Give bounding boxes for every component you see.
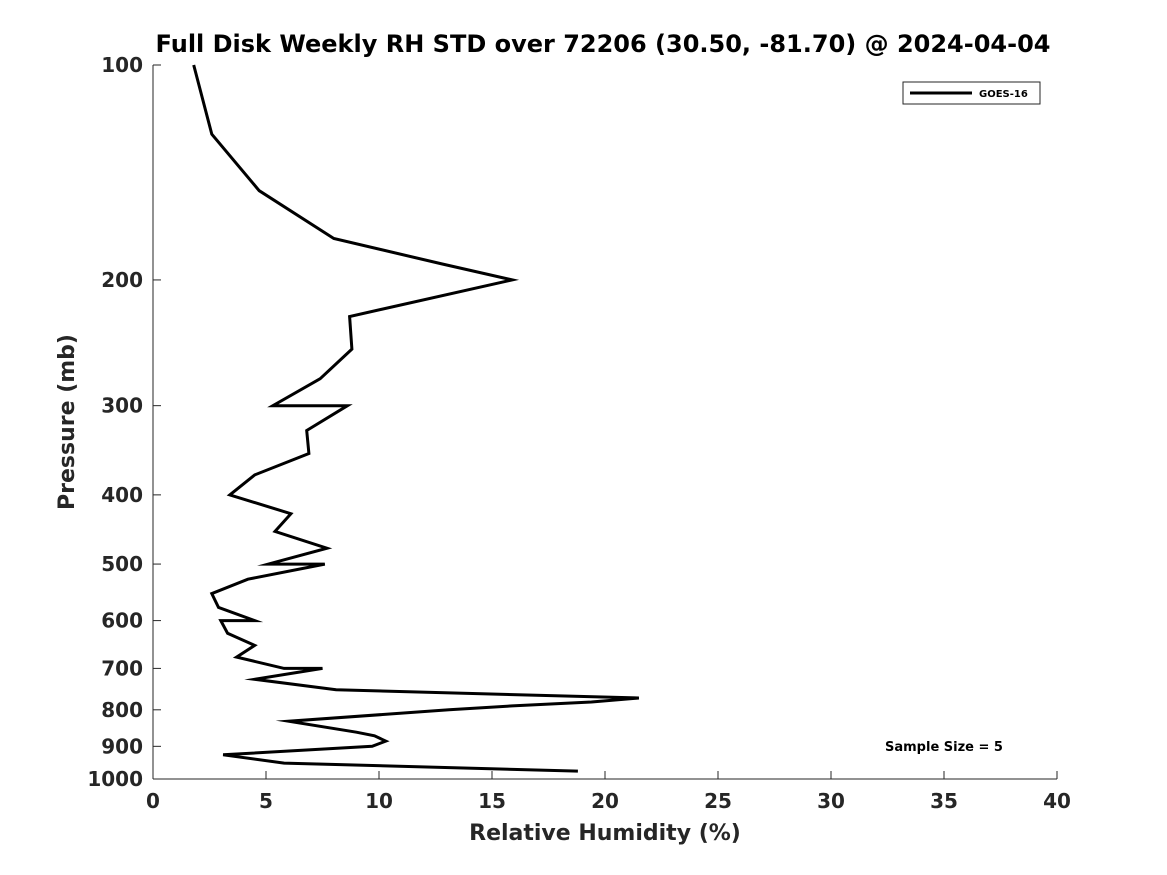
y-tick-label: 400	[101, 483, 143, 507]
sample-size-annotation: Sample Size = 5	[885, 740, 1003, 755]
y-tick-label: 300	[101, 394, 143, 418]
series-layer	[192, 64, 640, 773]
y-tick-label: 500	[101, 552, 143, 576]
legend-label: GOES-16	[979, 89, 1028, 100]
x-tick-label: 0	[146, 789, 160, 813]
y-tick-label: 700	[101, 656, 143, 680]
chart-title: Full Disk Weekly RH STD over 72206 (30.5…	[156, 30, 1051, 58]
y-tick-label: 200	[101, 268, 143, 292]
y-tick-label: 1000	[87, 767, 143, 791]
x-tick-label: 5	[259, 789, 273, 813]
x-tick-label: 35	[930, 789, 958, 813]
x-tick-label: 40	[1043, 789, 1071, 813]
x-tick-label: 20	[591, 789, 619, 813]
y-tick-label: 100	[101, 53, 143, 77]
plot-area	[153, 65, 1057, 779]
legend: GOES-16	[902, 81, 1041, 105]
y-tick-label: 800	[101, 698, 143, 722]
x-tick-label: 10	[365, 789, 393, 813]
series-line-goes-16	[192, 64, 640, 773]
x-tick-label: 25	[704, 789, 732, 813]
y-axis-label: Pressure (mb)	[55, 334, 80, 510]
y-tick-label: 900	[101, 734, 143, 758]
y-tick-label: 600	[101, 609, 143, 633]
x-tick-label: 15	[478, 789, 506, 813]
x-axis-ticks: 0 5 10 15 20 25 30 35 40	[146, 771, 1071, 813]
x-axis-label: Relative Humidity (%)	[469, 821, 741, 846]
x-tick-label: 30	[817, 789, 845, 813]
y-axis-ticks: 100 200 300 400 500 600 700 800 900 1000	[87, 53, 161, 791]
